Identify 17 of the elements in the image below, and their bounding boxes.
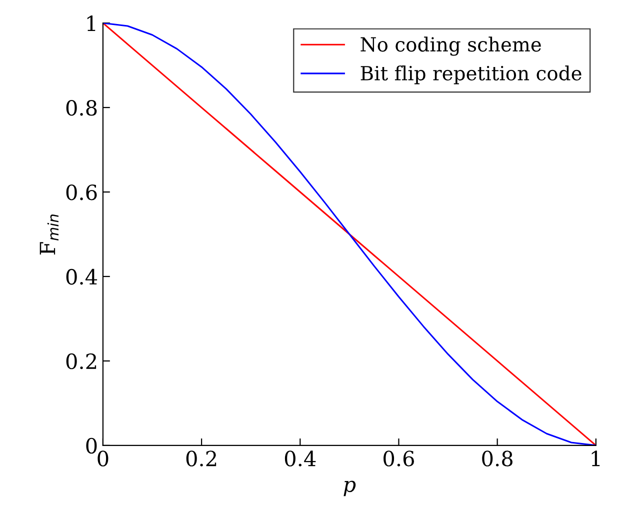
y-tick-label: 0.6 [66,184,97,200]
legend-label: No coding scheme [360,36,541,56]
x-tick-label: 0.6 [384,450,414,466]
y-axis-title: F$_{min}$ [40,214,58,255]
x-tick-label: 0.2 [186,450,216,466]
x-tick-label: 0 [98,450,108,466]
y-tick-label: 0 [86,438,97,454]
y-tick-label: 0.8 [66,100,97,116]
x-axis-title: p [344,480,356,496]
legend-label: Bit flip repetition code [360,65,582,84]
y-tick-label: 0.4 [66,268,98,285]
y-tick-label: 1 [87,15,96,31]
x-tick-label: 0.8 [482,450,512,466]
y-tick-label: 0.2 [66,353,96,370]
x-tick-label: 1 [592,450,600,466]
line-series [102,23,596,446]
x-tick-label: 0.4 [284,450,316,466]
